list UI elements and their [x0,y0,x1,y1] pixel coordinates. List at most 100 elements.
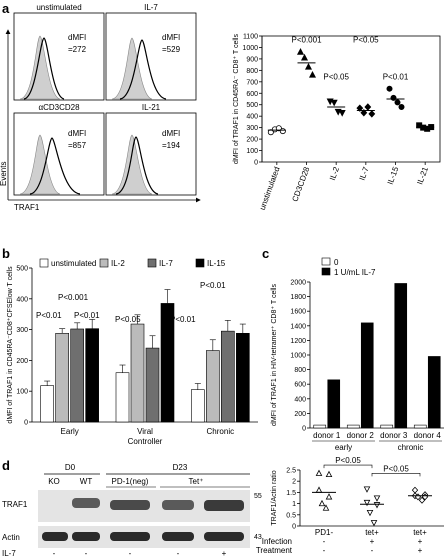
b-y-tick-label-4: 400 [16,296,28,303]
chart-c-bar: 0 200 400 600 800 1000 1200 1400 1600 1800 2000 dMF… [271,257,444,452]
a-x-tick-label-4: IL-15 [386,165,401,186]
a-point-1-3 [308,70,317,78]
histogram-title-il7: IL-7 [144,3,158,12]
b-pvalue-0: P<0.001 [58,293,89,302]
dmfi-value-unstimulated: =272 [68,45,87,54]
histogram-control-il7 [111,37,153,100]
actin-band-ko [42,532,68,541]
d-point-0-5 [322,504,330,511]
a-y-tick-label-3: 300 [246,125,258,132]
a-point-1-1 [300,53,309,61]
d-row-0-value-2: + [418,537,423,546]
b-legend-swatch-0 [39,258,49,268]
histogram-stained-il21 [115,136,159,195]
a-point-4-3 [398,104,405,111]
histogram-title-il21: IL-21 [142,103,161,112]
a-y-tick-label-10: 1000 [242,45,258,52]
c-y-axis-label: dMFI of TRAF1 in HIV-tetramer⁺ CD8⁺ T ce… [271,284,278,426]
c-legend-label-0: 0 [334,258,339,267]
a-point-4-1 [390,94,397,101]
blot-row-traf1: TRAF1 [2,500,28,509]
d-point-1-0 [363,486,371,493]
a-point-2-3 [338,110,346,117]
panel-d-letter: d [2,458,10,473]
c-y-tick-label-8: 1600 [290,309,306,316]
a-point-0-2 [275,125,282,132]
c-x-tick-label-1: donor 2 [347,431,375,440]
d-point-1-1 [373,495,381,502]
d-row-0-value-0: - [323,537,326,546]
a-y-tick-label-9: 900 [246,56,258,63]
a-pvalue-2: P<0.05 [353,35,379,44]
c-y-tick-label-3: 600 [294,382,306,389]
c-y-tick-label-2: 400 [294,396,306,403]
treatment-wt: - [85,549,88,558]
a-y-tick-label-5: 500 [246,102,258,109]
d-point-1-4 [366,509,374,517]
c-y-tick-label-0: 0 [302,426,306,433]
a-point-2-1 [330,99,338,107]
a-y-tick-label-11: 1100 [243,34,258,41]
c-legend-swatch-1 [321,267,331,276]
b-x-tick-label-1: Viral [137,427,153,436]
c-bar-2-0 [380,424,394,429]
dmfi-label-il7: dMFI [162,33,180,42]
traf1-band-tet-2 [204,500,244,511]
histogram-box-il21 [105,112,197,196]
treatment-label: IL-7 [2,549,16,558]
a-point-3-1 [360,109,368,117]
c-y-tick-label-7: 1400 [290,323,306,330]
d-point-0-3 [325,493,333,500]
dmfi-value-il21: =194 [162,141,181,150]
d-y-tick-label-4: 2 [292,479,296,486]
treatment-tet-1: - [177,549,180,558]
b-pvalue-2: P<0.01 [74,311,100,320]
western-blot: D0 D23 KO WT PD-1(neg) Tet⁺ TRAF1 55 Act… [2,463,262,558]
a-y-tick-label-6: 600 [246,91,258,98]
a-y-axis-label: dMFI of TRAF1 in CD45RA⁻ CD8⁺ T cells [233,34,240,164]
dmfi-value-cd3cd28: =857 [68,141,87,150]
c-legend-label-1: 1 U/mL IL-7 [334,268,376,277]
a-y-tick-label-4: 400 [246,114,258,121]
b-bar-0-3 [85,328,99,423]
b-bar-2-1 [206,350,220,423]
c-group-label-0: early [335,443,352,452]
b-bar-2-0 [191,389,205,423]
d-y-tick-label-3: 1.5 [286,490,296,497]
a-point-1-2 [304,62,313,70]
d-point-1-2 [363,499,371,507]
b-legend-label-1: IL-2 [111,259,125,268]
histogram-stained-unstimulated [23,37,65,100]
panel-c-letter: c [262,246,269,261]
a-y-tick-label-1: 100 [246,148,258,155]
d-point-2-5 [418,496,426,504]
b-pvalue-3: P<0.05 [115,315,141,324]
a-x-tick-label-0: unstimulated [258,166,282,212]
lane-label-pd1neg: PD-1(neg) [112,477,149,486]
d-pvalue-1: P<0.05 [383,464,409,473]
d-pvalue-0: P<0.05 [335,456,361,465]
treatment-tet-2: + [222,549,227,558]
lane-label-wt: WT [80,477,93,486]
a-pvalue-0: P<0.001 [291,35,322,44]
b-y-tick-label-5: 500 [16,266,28,273]
d-row-1-value-0: - [323,546,326,555]
b-x-tick-label-2: Chronic [207,427,235,436]
blot-header-d0: D0 [65,463,76,472]
a-plot-frame [261,35,441,163]
a-pvalue-3: P<0.01 [383,73,409,82]
b-bar-2-3 [236,332,250,423]
events-axis-label: Events [0,162,8,186]
d-bracket-0 [323,464,373,469]
a-point-0-3 [279,128,286,135]
d-row-label-0: Infection [262,537,292,546]
blot-header-d23: D23 [173,463,188,472]
treatment-ko: - [53,549,56,558]
a-point-4-2 [394,99,401,106]
histogram-box-unstimulated [13,12,105,101]
d-y-tick-label-0: 0 [292,524,296,531]
